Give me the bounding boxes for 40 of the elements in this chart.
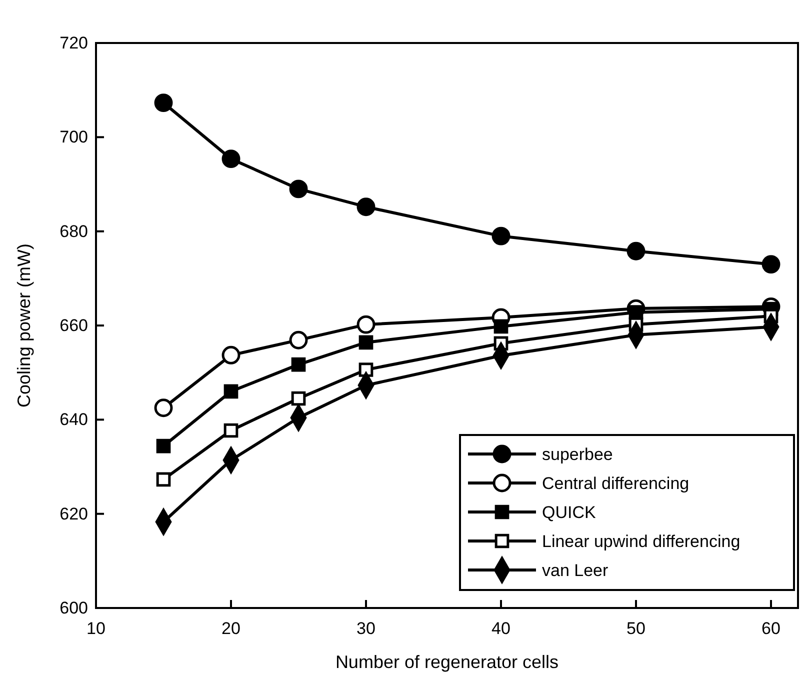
y-tick-label: 640	[60, 410, 88, 430]
point	[291, 357, 306, 372]
x-tick-label: 20	[222, 619, 240, 638]
point	[358, 362, 374, 377]
point	[222, 150, 240, 168]
point	[492, 226, 510, 246]
point	[154, 398, 173, 418]
point	[289, 180, 308, 198]
point	[224, 384, 238, 399]
point	[494, 319, 508, 334]
legend-label: Linear upwind differencing	[542, 532, 740, 551]
y-tick-label: 600	[60, 598, 88, 618]
x-tick-label: 10	[86, 619, 106, 638]
point	[222, 346, 240, 364]
point	[154, 94, 173, 112]
legend-label: Central differencing	[542, 474, 690, 493]
point	[224, 423, 238, 438]
y-tick-label: 660	[60, 316, 88, 335]
y-tick-label: 680	[60, 222, 88, 241]
point	[356, 315, 376, 334]
legend-label: QUICK	[542, 503, 596, 522]
y-axis-title: Cooling power (mW)	[14, 243, 34, 408]
x-tick-label: 30	[356, 619, 376, 638]
y-tick-label: 620	[60, 504, 88, 524]
point	[358, 335, 374, 350]
x-tick-label: 40	[492, 619, 510, 638]
point	[291, 391, 306, 406]
point	[156, 472, 171, 487]
x-tick-label: 60	[762, 619, 780, 638]
point	[156, 438, 171, 454]
y-tick-label: 700	[60, 128, 88, 147]
point	[356, 198, 376, 216]
x-axis-title: Number of regenerator cells	[335, 652, 559, 672]
legend-label: superbee	[542, 445, 613, 464]
legend-label: van Leer	[542, 561, 608, 580]
y-tick-label: 720	[60, 33, 88, 52]
point	[626, 242, 646, 260]
x-tick-label: 50	[626, 619, 646, 638]
point	[762, 255, 780, 274]
point	[289, 330, 308, 350]
